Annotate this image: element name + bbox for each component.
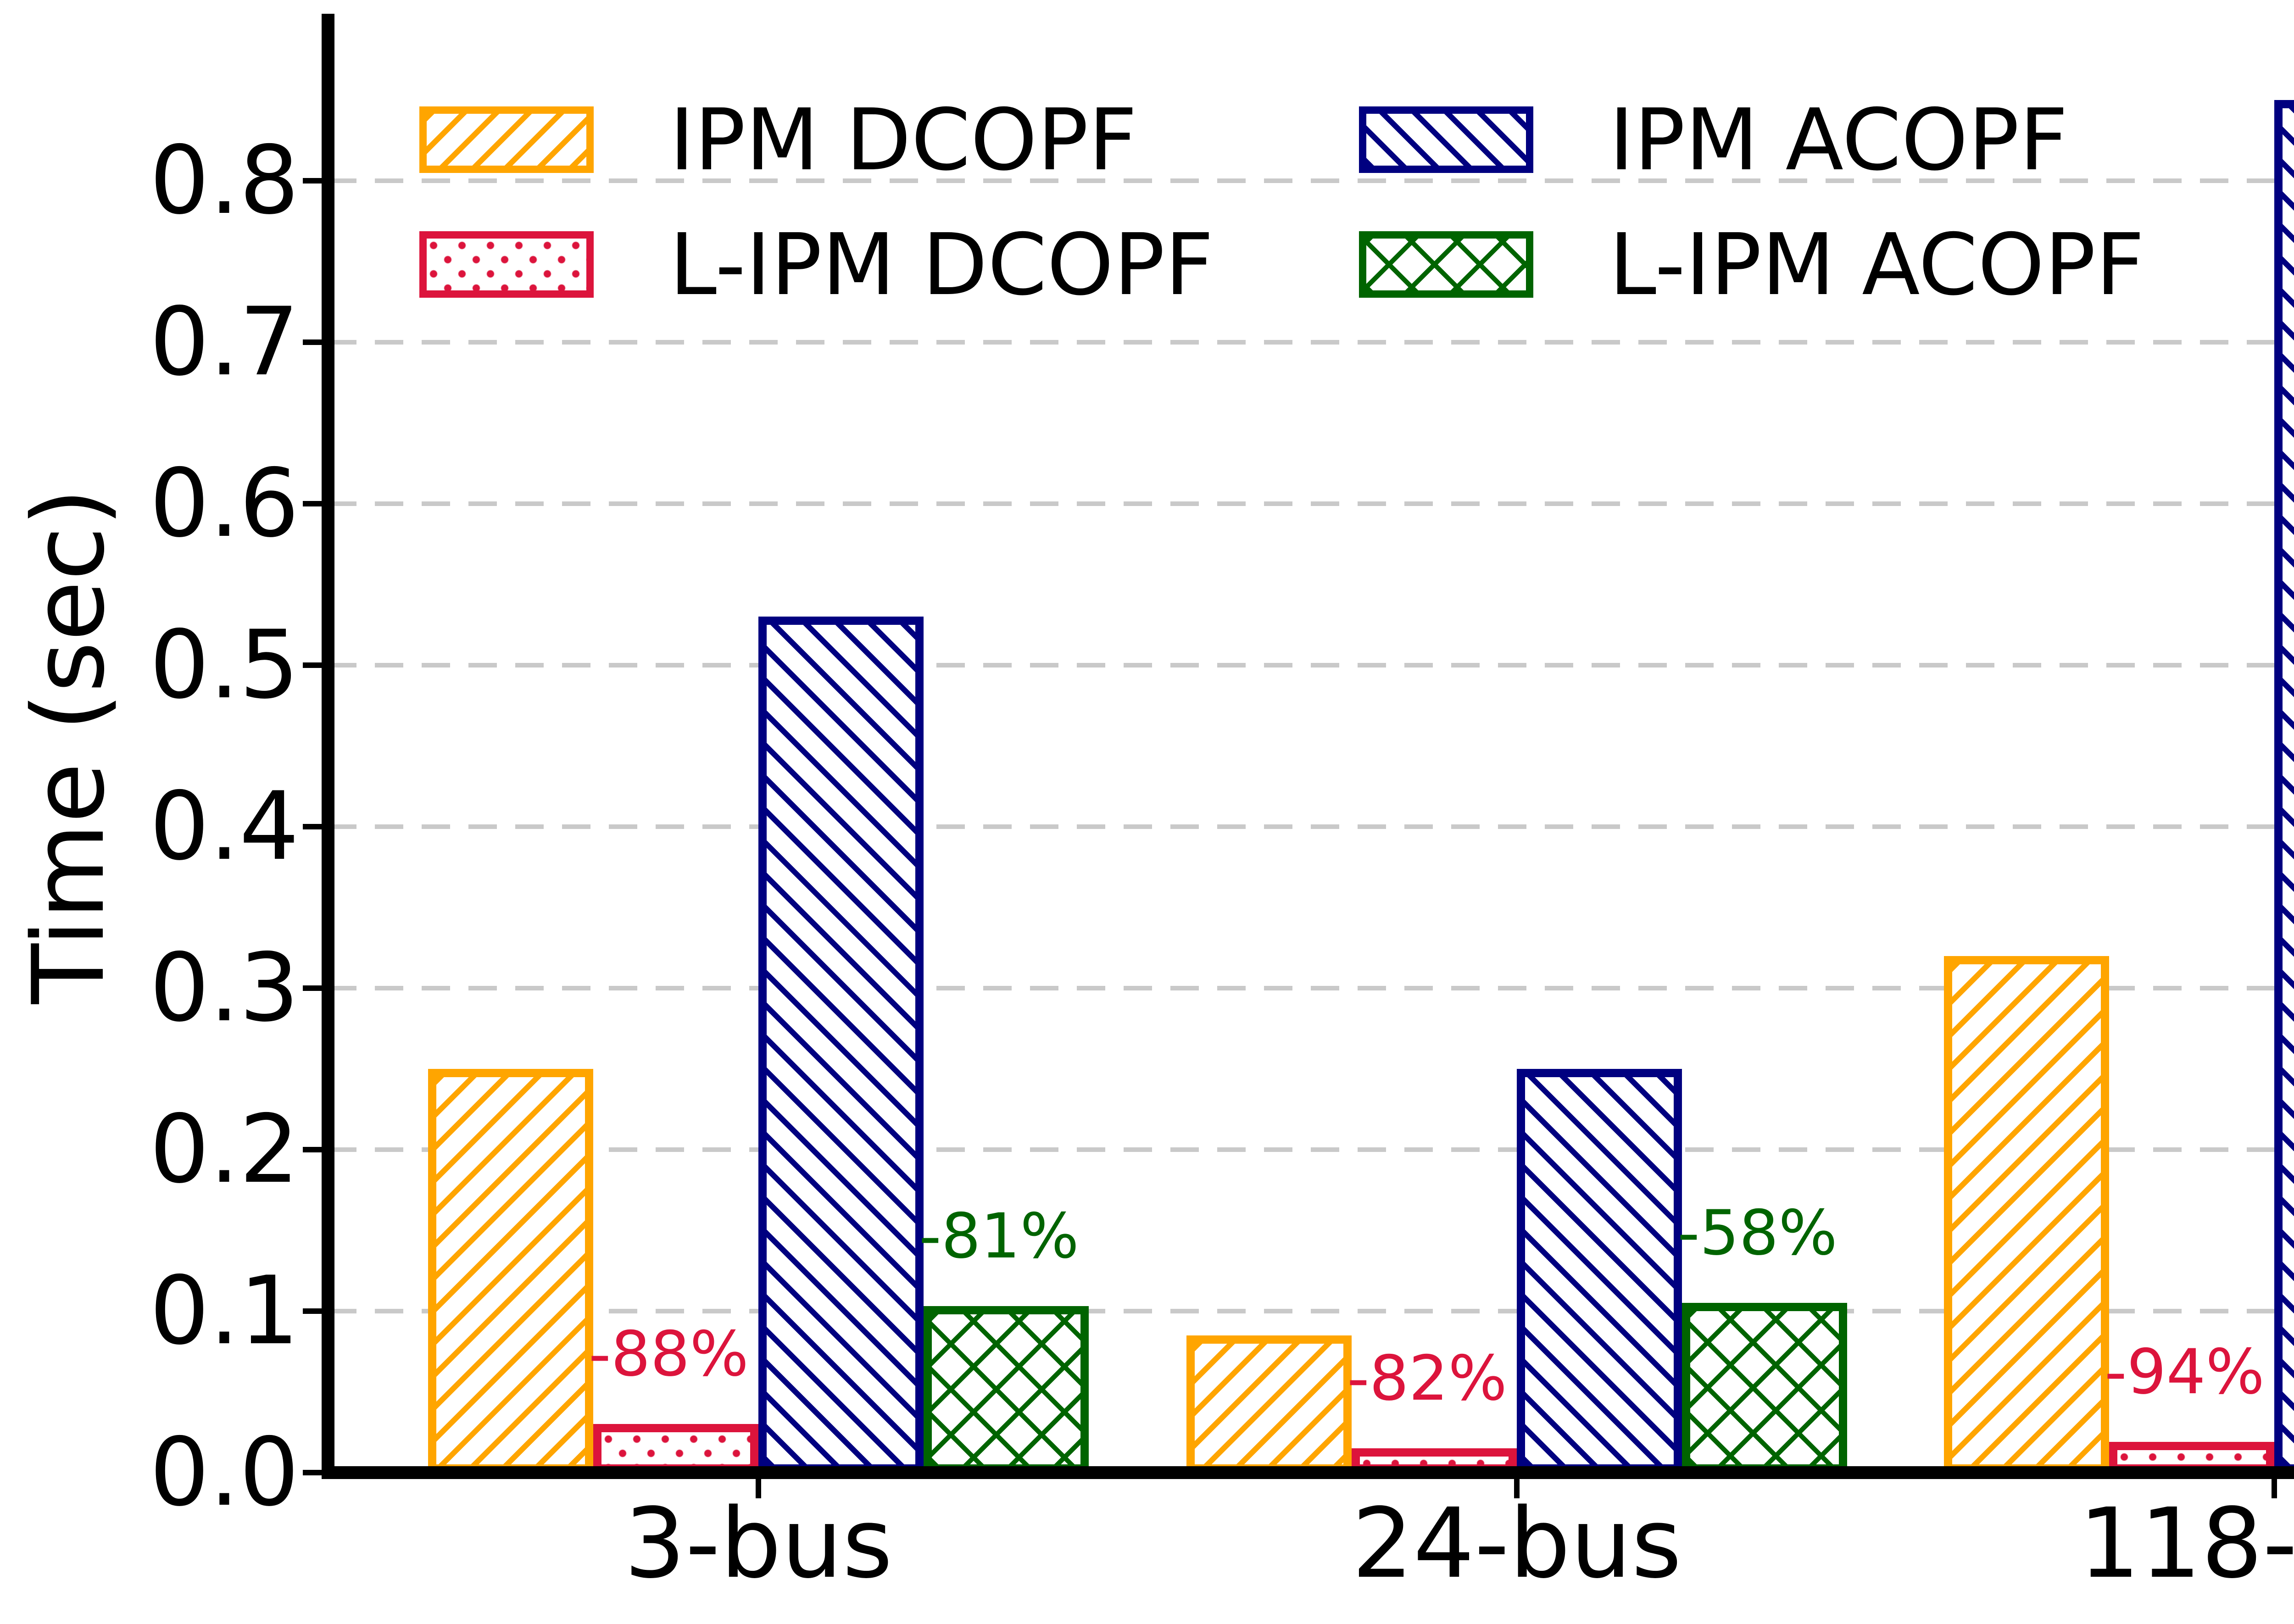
y-tick-label: 0.1 xyxy=(149,1257,299,1366)
y-tick-mark xyxy=(303,501,322,506)
y-tick-mark xyxy=(303,662,322,668)
y-tick-mark xyxy=(303,824,322,829)
bar-l-ipm-acopf-3-bus xyxy=(924,1306,1089,1473)
x-axis-spine xyxy=(322,1466,2294,1479)
legend-swatch-l-ipm-dcopf xyxy=(419,231,594,298)
annotation--82-: -82% xyxy=(1347,1342,1507,1415)
gridline xyxy=(328,340,2294,345)
bar-ipm-acopf-118-bus xyxy=(2274,100,2294,1473)
y-tick-label: 0.5 xyxy=(149,611,299,720)
x-tick-label-24-bus: 24-bus xyxy=(1352,1487,1682,1600)
annotation--94-: -94% xyxy=(2105,1336,2265,1408)
gridline xyxy=(328,1147,2294,1152)
y-tick-mark xyxy=(303,339,322,345)
bar-ipm-acopf-24-bus xyxy=(1517,1069,1682,1473)
annotation--58-: -58% xyxy=(1677,1197,1837,1269)
bar-l-ipm-dcopf-3-bus xyxy=(593,1424,758,1473)
bar-ipm-dcopf-24-bus xyxy=(1186,1335,1352,1473)
bar-l-ipm-acopf-24-bus xyxy=(1682,1303,1847,1473)
x-tick-mark xyxy=(1514,1479,1520,1498)
gridline xyxy=(328,986,2294,990)
bar-ipm-dcopf-3-bus xyxy=(428,1069,593,1473)
y-tick-mark xyxy=(303,1470,322,1475)
y-tick-mark xyxy=(303,1308,322,1314)
gridline xyxy=(328,663,2294,667)
gridline xyxy=(328,178,2294,183)
y-tick-label: 0.7 xyxy=(149,288,299,397)
legend-swatch-ipm-acopf xyxy=(1359,106,1533,173)
legend-label-l-ipm-dcopf: L-IPM DCOPF xyxy=(669,215,1214,314)
annotation--81-: -81% xyxy=(919,1200,1079,1273)
y-tick-label: 0.0 xyxy=(149,1418,299,1527)
bar-ipm-acopf-3-bus xyxy=(758,617,924,1473)
x-tick-label-3-bus: 3-bus xyxy=(624,1487,893,1600)
x-tick-mark xyxy=(2272,1479,2277,1498)
legend-label-l-ipm-acopf: L-IPM ACOPF xyxy=(1609,215,2145,314)
legend-label-ipm-acopf: IPM ACOPF xyxy=(1609,90,2068,189)
y-tick-mark xyxy=(303,178,322,184)
y-tick-label: 0.3 xyxy=(149,934,299,1043)
gridline xyxy=(328,1309,2294,1313)
y-tick-label: 0.4 xyxy=(149,772,299,881)
legend-swatch-l-ipm-acopf xyxy=(1359,231,1533,298)
gridline xyxy=(328,824,2294,829)
y-tick-mark xyxy=(303,985,322,991)
y-tick-label: 0.2 xyxy=(149,1095,299,1204)
gridline xyxy=(328,501,2294,506)
y-axis-spine xyxy=(322,14,334,1479)
annotation--88-: -88% xyxy=(589,1318,749,1390)
y-tick-label: 0.8 xyxy=(149,126,299,235)
legend-swatch-ipm-dcopf xyxy=(419,106,594,173)
legend-label-ipm-dcopf: IPM DCOPF xyxy=(669,90,1137,189)
y-tick-label: 0.6 xyxy=(149,449,299,558)
bar-ipm-dcopf-118-bus xyxy=(1944,956,2109,1473)
y-tick-mark xyxy=(303,1147,322,1152)
x-tick-mark xyxy=(756,1479,761,1498)
x-tick-label-118-bus: 118-bus xyxy=(2078,1487,2294,1600)
